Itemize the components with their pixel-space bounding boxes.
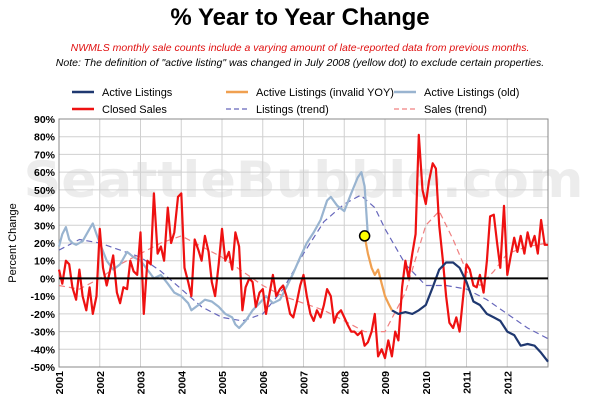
y-tick-label: 60% bbox=[34, 167, 56, 179]
x-tick-label: 2005 bbox=[217, 371, 229, 395]
y-tick-label: -20% bbox=[30, 309, 55, 321]
legend-label: Listings (trend) bbox=[256, 104, 329, 116]
legend-label: Active Listings (old) bbox=[424, 87, 519, 99]
y-tick-label: 90% bbox=[34, 114, 56, 126]
y-tick-label: -40% bbox=[30, 344, 55, 356]
legend-label: Active Listings bbox=[102, 87, 173, 99]
definition-note: Note: The definition of "active listing"… bbox=[55, 57, 545, 69]
legend-label: Sales (trend) bbox=[424, 104, 487, 116]
x-tick-label: 2007 bbox=[299, 371, 311, 395]
y-axis-label: Percent Change bbox=[7, 203, 19, 283]
x-tick-label: 2002 bbox=[95, 371, 107, 395]
x-tick-label: 2003 bbox=[136, 371, 148, 395]
legend-label: Active Listings (invalid YOY) bbox=[256, 87, 394, 99]
y-tick-label: -30% bbox=[30, 327, 55, 339]
definition-change-dot bbox=[358, 230, 371, 242]
y-tick-label: 20% bbox=[34, 238, 56, 250]
y-tick-label: 80% bbox=[34, 132, 56, 144]
x-tick-label: 2006 bbox=[258, 371, 270, 395]
y-tick-label: -50% bbox=[30, 362, 55, 374]
y-tick-label: -10% bbox=[30, 291, 55, 303]
series-line-closed-sales bbox=[57, 133, 548, 360]
series-line-listings-trend bbox=[58, 194, 549, 340]
x-tick-label: 2010 bbox=[421, 371, 433, 395]
y-tick-label: 10% bbox=[34, 256, 56, 268]
x-tick-label: 2004 bbox=[176, 371, 188, 395]
x-tick-label: 2001 bbox=[54, 371, 66, 395]
y-tick-label: 70% bbox=[34, 149, 56, 161]
series-line-active-listings-old bbox=[57, 171, 369, 330]
sales-note: NWMLS monthly sale counts include a vary… bbox=[70, 42, 530, 54]
y-tick-label: 0% bbox=[40, 273, 56, 285]
x-tick-label: 2012 bbox=[502, 371, 514, 395]
series-line-active-listings-invalid-yoy bbox=[363, 235, 393, 311]
y-tick-label: 40% bbox=[34, 203, 56, 215]
series-line-active-listings bbox=[391, 261, 549, 363]
y-tick-label: 50% bbox=[34, 185, 56, 197]
x-tick-label: 2009 bbox=[380, 371, 392, 395]
x-tick-label: 2011 bbox=[462, 371, 474, 394]
legend-label: Closed Sales bbox=[102, 104, 167, 116]
x-tick-label: 2008 bbox=[339, 371, 351, 395]
chart-title: % Year to Year Change bbox=[170, 4, 430, 31]
y-tick-label: 30% bbox=[34, 220, 56, 232]
